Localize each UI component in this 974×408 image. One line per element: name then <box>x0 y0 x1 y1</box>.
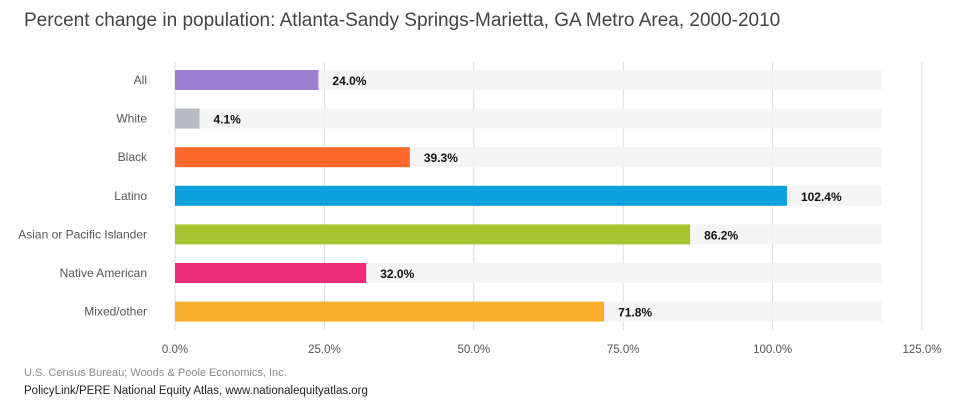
bar-track <box>175 70 882 90</box>
chart-title: Percent change in population: Atlanta-Sa… <box>24 10 781 31</box>
value-label: 4.1% <box>214 113 242 127</box>
x-tick-label: 125.0% <box>902 344 941 356</box>
x-tick-label: 0.0% <box>162 344 188 356</box>
value-label: 24.0% <box>332 74 366 88</box>
category-label: Native American <box>60 266 147 280</box>
bar <box>175 108 200 129</box>
value-label: 39.3% <box>424 151 458 165</box>
bar <box>175 263 367 283</box>
x-tick-label: 100.0% <box>753 344 792 356</box>
category-label: All <box>134 73 147 87</box>
value-label: 32.0% <box>380 267 414 281</box>
bar <box>175 301 605 322</box>
category-label: Latino <box>114 189 147 203</box>
label-layer: 0.0% 25.0% 50.0% 75.0% 100.0% 125.0% All 24.0% W… <box>18 73 941 356</box>
bar <box>175 147 410 168</box>
value-label: 71.8% <box>618 306 652 320</box>
bar <box>175 185 787 206</box>
atlas-credit: PolicyLink/PERE National Equity Atlas, w… <box>24 385 368 397</box>
bar <box>175 70 319 90</box>
category-label: Asian or Pacific Islander <box>18 227 147 241</box>
bar-track <box>175 108 882 129</box>
x-tick-label: 25.0% <box>308 344 341 356</box>
category-label: White <box>116 112 147 126</box>
x-tick-label: 75.0% <box>607 344 640 356</box>
value-label: 102.4% <box>801 190 842 204</box>
category-label: Mixed/other <box>84 305 147 319</box>
x-tick-label: 50.0% <box>457 344 490 356</box>
bar <box>175 224 691 245</box>
category-label: Black <box>118 150 148 164</box>
source-note: U.S. Census Bureau; Woods & Poole Econom… <box>24 367 287 379</box>
value-label: 86.2% <box>704 228 738 242</box>
bar-layer <box>175 70 787 322</box>
